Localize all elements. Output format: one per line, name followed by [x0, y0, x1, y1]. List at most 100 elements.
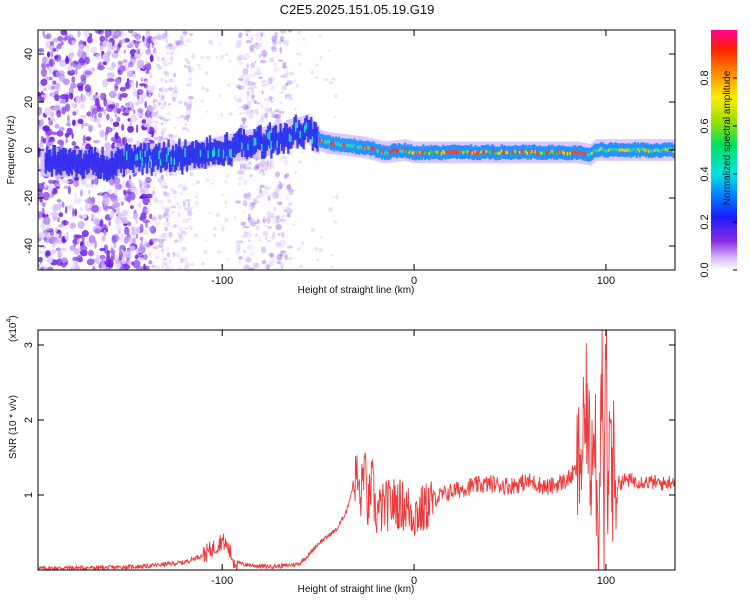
- spectrogram-cell: [248, 161, 252, 165]
- spectrogram-ridge-core: [647, 149, 651, 153]
- spectrogram-ridge-core: [327, 140, 330, 144]
- spectrogram-cell: [330, 77, 336, 81]
- spectrogram-cell: [42, 125, 50, 132]
- spectrogram-cell: [261, 83, 267, 87]
- spectrogram-cell: [184, 227, 189, 230]
- spectrogram-cell: [260, 103, 264, 109]
- spectrogram-ridge-core: [575, 151, 578, 155]
- spectrogram-cell: [151, 238, 157, 243]
- spectrogram-cell: [77, 30, 81, 38]
- spectrogram-cell: [266, 240, 272, 243]
- spectrogram-cell: [275, 215, 281, 219]
- spectrogram-cell: [52, 211, 58, 217]
- spectrogram-cell: [72, 119, 76, 126]
- spectrogram-cell: [103, 229, 107, 236]
- spectrogram-cell: [155, 41, 158, 45]
- spectrogram-cell: [275, 117, 282, 124]
- spectrogram-ridge-core: [218, 148, 221, 158]
- spectrogram-ridge-core: [518, 150, 522, 155]
- spectrogram-cell: [249, 202, 257, 205]
- spectrogram-cell: [153, 197, 159, 204]
- spectrogram-ridge-core: [626, 148, 629, 153]
- spectrogram-ridge-core: [413, 151, 416, 155]
- spectrogram-cell: [293, 79, 296, 83]
- spectrogram-cell: [267, 226, 272, 230]
- spectrogram-cell: [80, 94, 87, 103]
- spectrogram-cell: [52, 243, 55, 248]
- spectrogram-cell: [249, 252, 254, 257]
- spectrogram-ridge-core: [215, 146, 218, 154]
- spectrogram-cell: [132, 87, 138, 94]
- spectrogram-cell: [237, 54, 244, 60]
- spectrogram-cell: [81, 51, 87, 59]
- spectrogram-ridge-core: [331, 141, 334, 145]
- spectrogram-cell: [43, 87, 47, 92]
- spectrogram-cell: [243, 249, 246, 254]
- spectrogram-ridge-core: [360, 146, 364, 150]
- spectrogram-cell: [59, 61, 67, 68]
- spectrogram-cell: [198, 67, 201, 70]
- spectrogram-ridge-core: [236, 138, 239, 146]
- spectrogram-ridge-core: [347, 144, 350, 148]
- spectrogram-ridge-core: [208, 143, 212, 153]
- spectrogram-ridge-core: [475, 151, 479, 155]
- snr-x-tick-label: -100: [211, 575, 233, 587]
- spectrogram-cell: [257, 120, 262, 125]
- spectrogram-ridge-core: [615, 147, 618, 152]
- spectrogram-cell: [99, 219, 104, 228]
- spectrogram-ridge-core: [523, 150, 526, 154]
- spectrogram-cell: [279, 30, 287, 34]
- spectrogram-cell: [310, 70, 314, 75]
- spectrogram-cell: [41, 62, 47, 70]
- spectrogram-cell: [184, 257, 188, 262]
- spectrogram-cell: [110, 246, 114, 254]
- spectrogram-cell: [258, 192, 264, 198]
- spectrogram-cell: [255, 42, 259, 45]
- spectrogram-cell: [200, 261, 206, 266]
- spectrogram-cell: [249, 44, 254, 52]
- spectrogram-cell: [148, 260, 153, 265]
- spectrogram-cell: [116, 207, 121, 213]
- spectrogram-ridge-core: [541, 151, 545, 155]
- spectrogram-ridge-core: [417, 151, 420, 156]
- spectrogram-cell: [125, 249, 132, 259]
- spectrogram-ridge-core: [386, 151, 390, 155]
- spectrogram-cell: [285, 82, 289, 87]
- spectrogram-cell: [270, 192, 276, 199]
- spectrogram-cell: [168, 78, 174, 83]
- spectrogram-ridge-core: [411, 151, 414, 155]
- spectrogram-cell: [251, 94, 255, 100]
- spectrogram-cell: [61, 257, 68, 264]
- spectrogram-ridge-core: [253, 137, 256, 147]
- spectrogram-cell: [271, 257, 277, 263]
- spectrogram-cell: [155, 125, 159, 131]
- spectrogram-cell: [139, 242, 143, 250]
- snr-y-tick-label: 3: [23, 342, 35, 348]
- spectrogram-cell: [104, 142, 111, 150]
- spectrogram-cell: [115, 102, 120, 109]
- spectrogram-cell: [256, 36, 262, 42]
- spectrogram-cell: [145, 70, 150, 74]
- spectrogram-cell: [173, 86, 178, 92]
- spectrogram-cell: [172, 72, 177, 78]
- spectrogram-ridge-core: [285, 131, 288, 140]
- spectrogram-cell: [134, 40, 139, 49]
- spectrogram-cell: [46, 266, 54, 270]
- spectrogram-cell: [154, 98, 159, 104]
- spectrogram-ridge-core: [440, 152, 443, 156]
- spectrogram-cell: [143, 253, 148, 261]
- spectrogram-cell: [301, 151, 304, 154]
- spectrogram-cell: [264, 231, 268, 236]
- spectrogram-cell: [269, 86, 276, 92]
- spectrogram-cell: [255, 44, 259, 50]
- spectrogram-cell: [182, 30, 188, 35]
- spectrogram-cell: [134, 102, 140, 106]
- spectrogram-cell: [274, 185, 282, 193]
- spectrogram-cell: [185, 110, 191, 115]
- spectrogram-cell: [130, 114, 138, 122]
- spectrogram-cell: [121, 137, 126, 144]
- spectrogram-ridge-core: [529, 151, 532, 155]
- spectrogram-ridge-core: [638, 149, 641, 153]
- spectrogram-cell: [185, 127, 191, 133]
- spectrogram-cell: [319, 55, 323, 60]
